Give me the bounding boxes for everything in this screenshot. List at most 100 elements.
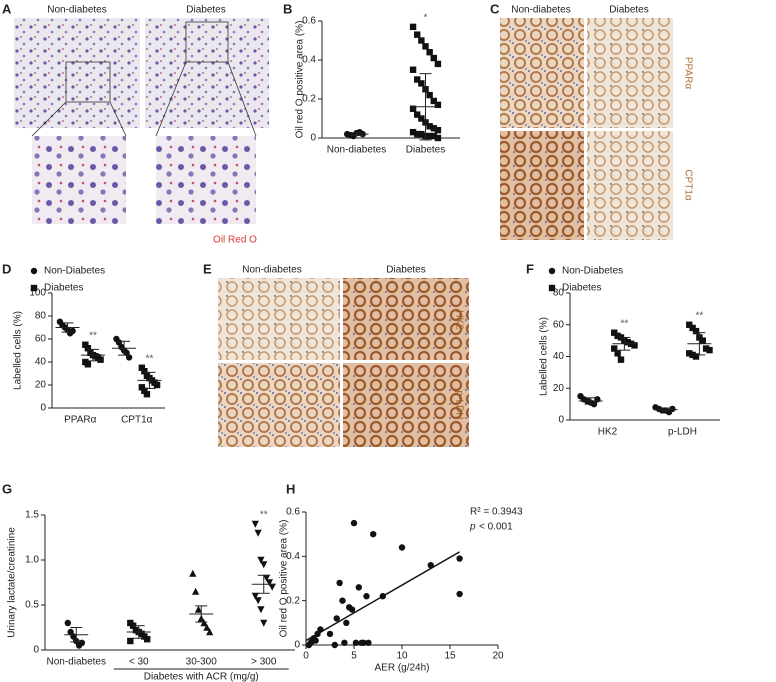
y-axis-label: Oil red O positive area (%): [295, 21, 306, 139]
data-point: [363, 593, 370, 600]
micrograph: [218, 363, 340, 447]
regression-line: [305, 551, 460, 642]
y-tick-label: 0.2: [286, 595, 300, 606]
p-symbol: p: [469, 522, 476, 533]
y-tick-label: 20: [553, 383, 565, 394]
data-point: [333, 615, 340, 622]
data-point: [365, 639, 372, 646]
y-axis-label: Urinary lactate/creatinine: [7, 527, 18, 638]
data-point: [456, 590, 463, 598]
data-point: [251, 520, 259, 528]
y-tick-label: 40: [553, 351, 565, 362]
data-point: [702, 345, 710, 352]
data-point: [251, 592, 259, 600]
x-tick-label: 30-300: [186, 657, 218, 668]
y-tick-label: 60: [553, 319, 565, 330]
significance: **: [260, 510, 268, 521]
inset-connector: [31, 101, 67, 137]
data-point: [689, 351, 696, 359]
micrograph: [500, 131, 584, 240]
data-point: [434, 134, 442, 142]
column-label: Non-diabetes: [242, 265, 301, 276]
data-point: [418, 115, 425, 122]
data-point: [254, 597, 262, 605]
y-tick-label: 0.4: [286, 551, 300, 562]
data-point: [414, 130, 421, 138]
data-point: [355, 584, 362, 591]
x-tick-label: 0: [303, 651, 309, 662]
micrograph: [145, 18, 269, 128]
legend-symbol: [30, 267, 38, 275]
panel-letter: D: [2, 261, 11, 276]
y-tick-label: 0.2: [302, 94, 316, 105]
data-point: [426, 132, 433, 140]
data-point: [348, 606, 356, 613]
x-tick-label: 5: [351, 651, 357, 662]
data-point: [611, 345, 618, 352]
micrograph-inset: [156, 136, 256, 224]
column-label: Diabetes: [386, 265, 425, 276]
data-point: [341, 639, 348, 646]
row-label: CPT1α: [682, 169, 693, 201]
y-axis-label: Oil red O positive area (%): [279, 520, 290, 638]
data-point: [430, 54, 437, 62]
data-point: [418, 130, 425, 138]
micrograph: [343, 363, 469, 447]
x-tick-label: p-LDH: [668, 427, 697, 438]
y-axis-label: Labelled cells (%): [539, 317, 550, 396]
micrograph: [14, 18, 140, 128]
y-tick-label: 1.0: [25, 555, 39, 566]
panel-e-images: Non-diabetes Diabetes HK2 p-LDH: [218, 265, 469, 447]
data-point: [343, 619, 350, 627]
data-point: [414, 76, 421, 83]
legend-label: Non-Diabetes: [562, 266, 623, 277]
data-point: [692, 353, 700, 360]
data-point: [127, 637, 134, 645]
y-tick-label: 0: [294, 640, 300, 651]
data-point: [265, 579, 273, 587]
y-tick-label: 0: [40, 403, 46, 414]
y-tick-label: 1.5: [25, 510, 39, 521]
data-point: [434, 101, 442, 109]
micrograph: [587, 18, 673, 128]
data-point: [97, 356, 104, 363]
data-point: [631, 342, 638, 349]
row-label: PPARα: [682, 57, 693, 89]
legend-symbol: [548, 267, 556, 275]
data-point: [398, 544, 406, 551]
data-point: [624, 339, 631, 346]
x-tick-label: PPARα: [64, 415, 96, 426]
data-point: [706, 346, 713, 354]
data-point: [614, 350, 621, 357]
data-point: [409, 128, 417, 136]
data-point: [192, 587, 200, 595]
inset-connector: [155, 61, 187, 137]
x-tick-label: 20: [492, 651, 504, 662]
data-point: [260, 561, 268, 569]
column-label: Diabetes: [186, 5, 225, 16]
p-value: < 0.001: [479, 522, 513, 533]
x-tick-label: CPT1α: [121, 415, 153, 426]
data-point: [153, 381, 161, 389]
data-point: [82, 341, 89, 348]
data-point: [426, 91, 433, 99]
data-point: [422, 43, 429, 50]
data-point: [203, 623, 211, 631]
legend-symbol: [548, 284, 556, 292]
inset-box: [65, 61, 111, 103]
y-tick-label: 0.6: [286, 507, 300, 518]
y-tick-label: 80: [35, 311, 47, 322]
data-point: [141, 368, 148, 375]
data-point: [350, 519, 358, 527]
data-point: [138, 384, 146, 391]
column-label: Non-diabetes: [47, 5, 106, 16]
y-tick-label: 80: [553, 288, 565, 299]
data-point: [409, 23, 417, 31]
data-point: [669, 405, 676, 413]
data-point: [143, 391, 151, 398]
column-label: Non-diabetes: [511, 5, 570, 16]
y-tick-label: 0.5: [25, 600, 39, 611]
data-point: [414, 31, 421, 38]
x-tick-label: Non-diabetes: [327, 145, 386, 156]
